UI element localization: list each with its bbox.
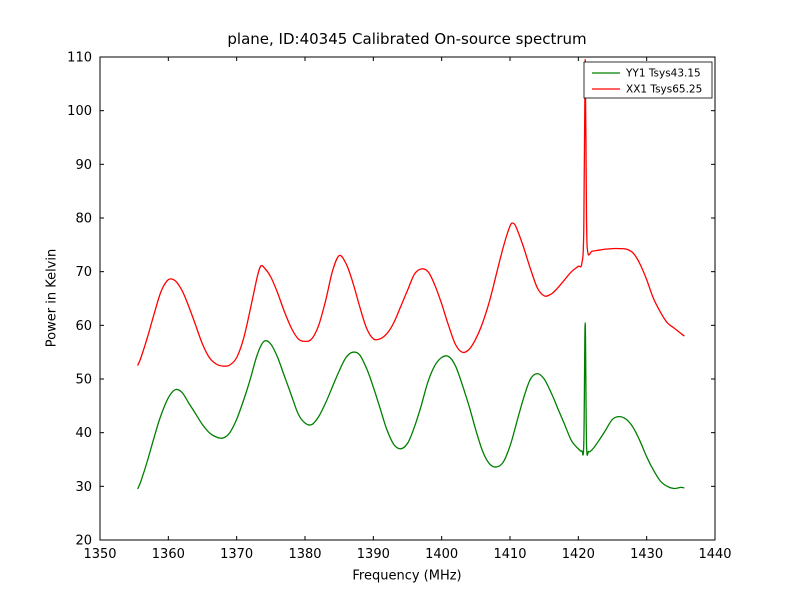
x-tick-label: 1380 — [288, 547, 321, 562]
y-tick-label: 100 — [67, 104, 92, 119]
y-tick-label: 80 — [75, 212, 92, 227]
x-tick-label: 1390 — [357, 547, 390, 562]
legend-label: YY1 Tsys43.15 — [625, 68, 701, 80]
x-tick-label: 1410 — [493, 547, 526, 562]
plot-border — [99, 56, 716, 541]
x-tick-label: 1430 — [630, 547, 663, 562]
series-line-YY1 — [137, 321, 685, 490]
y-tick-label: 40 — [75, 426, 92, 441]
x-tick-label: 1420 — [562, 547, 595, 562]
x-tick-label: 1440 — [698, 547, 731, 562]
x-tick-label: 1360 — [152, 547, 185, 562]
series-line-XX1 — [137, 59, 685, 367]
chart-title: plane, ID:40345 Calibrated On-source spe… — [227, 30, 587, 48]
y-tick-label: 70 — [75, 265, 92, 280]
x-tick-label: 1370 — [220, 547, 253, 562]
y-tick-label: 110 — [67, 51, 92, 66]
y-axis-label: Power in Kelvin — [44, 248, 60, 348]
x-tick-label: 1350 — [83, 547, 116, 562]
x-tick-label: 1400 — [425, 547, 458, 562]
y-tick-label: 20 — [75, 534, 92, 549]
y-tick-label: 60 — [75, 319, 92, 334]
y-tick-label: 50 — [75, 373, 92, 388]
y-tick-label: 30 — [75, 480, 92, 495]
x-axis-label: Frequency (MHz) — [352, 568, 462, 584]
legend-box — [583, 61, 713, 99]
y-tick-label: 90 — [75, 158, 92, 173]
legend-label: XX1 Tsys65.25 — [626, 84, 702, 96]
